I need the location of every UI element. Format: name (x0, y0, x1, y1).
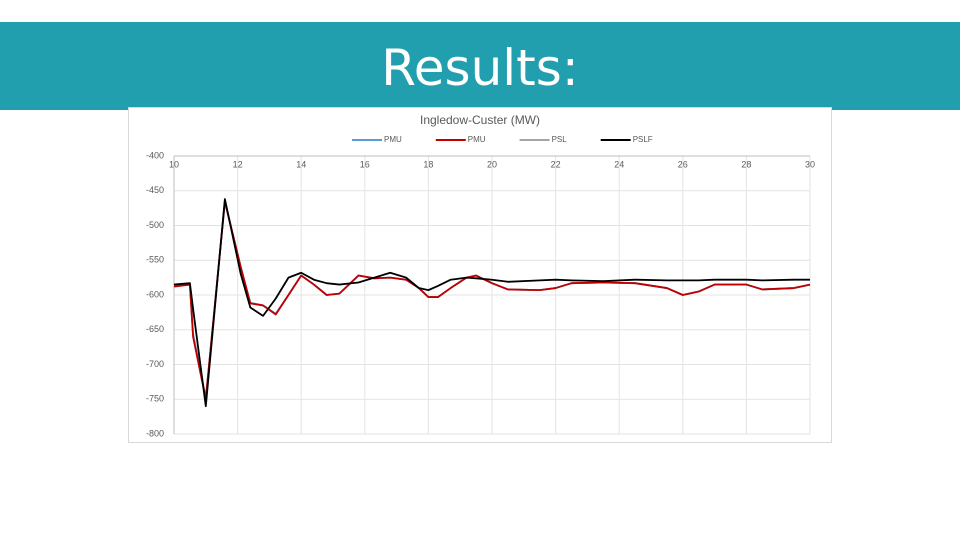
chart-title: Ingledow-Custer (MW) (420, 113, 540, 127)
legend-label: PMU (468, 135, 486, 144)
y-tick-label: -600 (146, 289, 164, 299)
series-line (173, 198, 810, 408)
legend-label: PSL (552, 135, 568, 144)
y-tick-label: -700 (146, 359, 164, 369)
y-tick-label: -500 (146, 220, 164, 230)
slide-title: Results: (381, 39, 579, 97)
chart-frame (128, 107, 832, 443)
y-tick-label: -550 (146, 255, 164, 265)
y-tick-label: -650 (146, 324, 164, 334)
title-banner (0, 22, 960, 110)
y-tick-label: -450 (146, 185, 164, 195)
y-tick-label: -800 (146, 428, 164, 438)
y-tick-label: -750 (146, 394, 164, 404)
legend-label: PMU (384, 135, 402, 144)
legend-label: PSLF (633, 135, 653, 144)
y-tick-label: -400 (146, 150, 164, 160)
chart: Ingledow-Custer (MW) -400 -450 -500 -550 -60… (128, 107, 832, 443)
series-line (173, 200, 811, 401)
